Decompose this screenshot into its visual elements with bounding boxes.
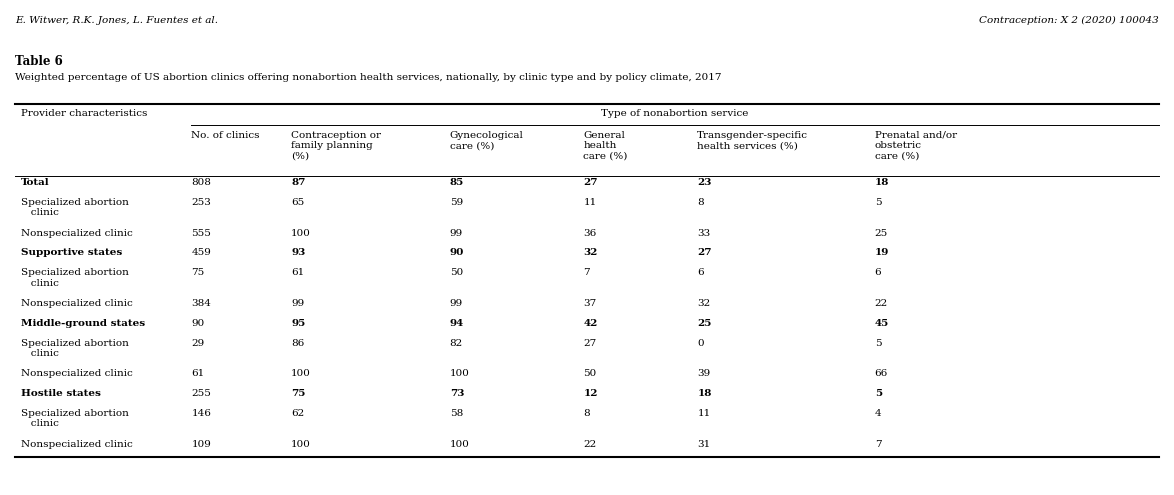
Text: 86: 86 [291,339,304,347]
Text: 6: 6 [697,268,704,277]
Text: General
health
care (%): General health care (%) [583,131,628,160]
Text: 93: 93 [291,248,305,257]
Text: Prenatal and/or
obstetric
care (%): Prenatal and/or obstetric care (%) [875,131,957,160]
Text: Specialized abortion
   clinic: Specialized abortion clinic [21,339,129,358]
Text: 32: 32 [583,248,598,257]
Text: 65: 65 [291,198,304,207]
Text: 61: 61 [191,369,204,378]
Text: 27: 27 [697,248,711,257]
Text: 12: 12 [583,389,598,398]
Text: 62: 62 [291,409,304,418]
Text: Table 6: Table 6 [15,55,63,68]
Text: 23: 23 [697,178,711,187]
Text: 100: 100 [450,369,470,378]
Text: 31: 31 [697,440,710,448]
Text: 90: 90 [191,319,204,328]
Text: 18: 18 [875,178,889,187]
Text: 100: 100 [450,440,470,448]
Text: Supportive states: Supportive states [21,248,122,257]
Text: 100: 100 [291,369,311,378]
Text: 85: 85 [450,178,464,187]
Text: 19: 19 [875,248,889,257]
Text: 255: 255 [191,389,211,398]
Text: 4: 4 [875,409,882,418]
Text: Contraception: X 2 (2020) 100043: Contraception: X 2 (2020) 100043 [979,16,1159,25]
Text: 7: 7 [583,268,591,277]
Text: 11: 11 [583,198,596,207]
Text: 99: 99 [450,299,463,308]
Text: 5: 5 [875,198,882,207]
Text: 18: 18 [697,389,711,398]
Text: 27: 27 [583,339,596,347]
Text: 109: 109 [191,440,211,448]
Text: 39: 39 [697,369,710,378]
Text: 100: 100 [291,229,311,238]
Text: Transgender-specific
health services (%): Transgender-specific health services (%) [697,131,809,150]
Text: Type of nonabortion service: Type of nonabortion service [601,109,749,118]
Text: Contraception or
family planning
(%): Contraception or family planning (%) [291,131,382,160]
Text: 66: 66 [875,369,888,378]
Text: 8: 8 [697,198,704,207]
Text: 37: 37 [583,299,596,308]
Text: 32: 32 [697,299,710,308]
Text: Hostile states: Hostile states [21,389,101,398]
Text: 82: 82 [450,339,463,347]
Text: 384: 384 [191,299,211,308]
Text: Provider characteristics: Provider characteristics [21,109,148,118]
Text: 7: 7 [875,440,882,448]
Text: Middle-ground states: Middle-ground states [21,319,146,328]
Text: 58: 58 [450,409,463,418]
Text: 5: 5 [875,389,882,398]
Text: 8: 8 [583,409,591,418]
Text: Nonspecialized clinic: Nonspecialized clinic [21,229,133,238]
Text: 22: 22 [583,440,596,448]
Text: No. of clinics: No. of clinics [191,131,259,140]
Text: 42: 42 [583,319,598,328]
Text: Specialized abortion
   clinic: Specialized abortion clinic [21,409,129,428]
Text: 75: 75 [191,268,204,277]
Text: 29: 29 [191,339,204,347]
Text: 73: 73 [450,389,464,398]
Text: 6: 6 [875,268,882,277]
Text: 90: 90 [450,248,464,257]
Text: 59: 59 [450,198,463,207]
Text: 61: 61 [291,268,304,277]
Text: 75: 75 [291,389,305,398]
Text: 808: 808 [191,178,211,187]
Text: 50: 50 [450,268,463,277]
Text: Specialized abortion
   clinic: Specialized abortion clinic [21,268,129,288]
Text: 253: 253 [191,198,211,207]
Text: Total: Total [21,178,49,187]
Text: 5: 5 [875,339,882,347]
Text: 0: 0 [697,339,704,347]
Text: 22: 22 [875,299,888,308]
Text: Nonspecialized clinic: Nonspecialized clinic [21,369,133,378]
Text: 555: 555 [191,229,211,238]
Text: 45: 45 [875,319,889,328]
Text: 50: 50 [583,369,596,378]
Text: 99: 99 [291,299,304,308]
Text: 25: 25 [697,319,711,328]
Text: 25: 25 [875,229,888,238]
Text: Specialized abortion
   clinic: Specialized abortion clinic [21,198,129,217]
Text: 99: 99 [450,229,463,238]
Text: 87: 87 [291,178,305,187]
Text: 95: 95 [291,319,305,328]
Text: 33: 33 [697,229,710,238]
Text: 94: 94 [450,319,464,328]
Text: Gynecological
care (%): Gynecological care (%) [450,131,524,150]
Text: Nonspecialized clinic: Nonspecialized clinic [21,440,133,448]
Text: 100: 100 [291,440,311,448]
Text: Weighted percentage of US abortion clinics offering nonabortion health services,: Weighted percentage of US abortion clini… [15,73,722,82]
Text: Nonspecialized clinic: Nonspecialized clinic [21,299,133,308]
Text: E. Witwer, R.K. Jones, L. Fuentes et al.: E. Witwer, R.K. Jones, L. Fuentes et al. [15,16,218,25]
Text: 36: 36 [583,229,596,238]
Text: 146: 146 [191,409,211,418]
Text: 27: 27 [583,178,598,187]
Text: 11: 11 [697,409,710,418]
Text: 459: 459 [191,248,211,257]
